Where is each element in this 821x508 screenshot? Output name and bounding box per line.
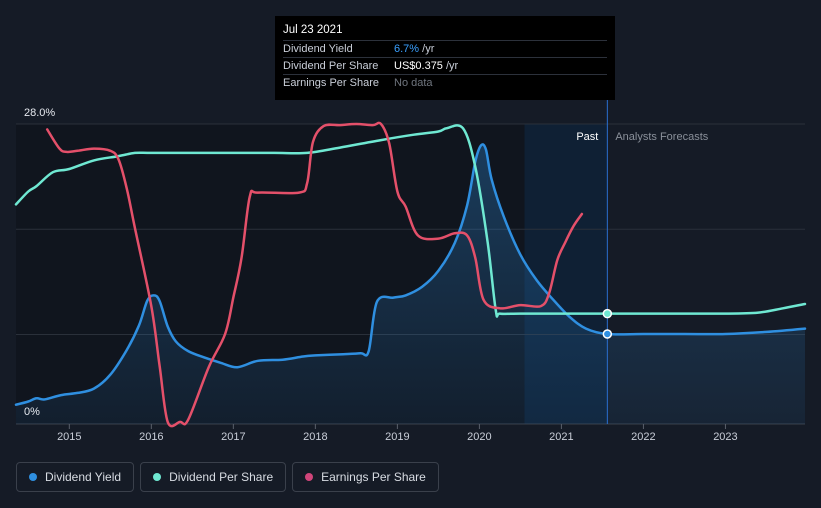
x-tick-label: 2017 (221, 431, 245, 443)
legend-label: Earnings Per Share (321, 470, 426, 484)
tooltip-row-dividend-yield: Dividend Yield 6.7% /yr (283, 40, 607, 57)
legend-label: Dividend Per Share (169, 470, 274, 484)
y-axis-min-label: 0% (24, 406, 40, 418)
tooltip-value: 6.7% (394, 43, 420, 55)
tooltip-value: US$0.375 (394, 60, 443, 72)
x-tick-label: 2021 (549, 431, 573, 443)
hover-marker (602, 308, 613, 319)
tooltip-label: Dividend Yield (283, 43, 353, 55)
x-tick-label: 2023 (713, 431, 737, 443)
forecast-region-label: Analysts Forecasts (615, 131, 708, 143)
legend-dot-icon (29, 473, 37, 481)
tooltip-value: No data (394, 77, 433, 89)
x-tick-label: 2015 (57, 431, 81, 443)
hover-tooltip: Jul 23 2021 Dividend Yield 6.7% /yr Divi… (275, 16, 615, 100)
legend-item-dividend-yield[interactable]: Dividend Yield (16, 462, 135, 492)
legend-item-earnings-per-share[interactable]: Earnings Per Share (292, 462, 439, 492)
x-tick-label: 2016 (139, 431, 163, 443)
dividend-per-share-line (14, 124, 807, 318)
x-axis-ticks: 2015 2016 2017 2018 2019 2020 2021 2022 2023 (57, 424, 738, 443)
x-tick-label: 2019 (385, 431, 409, 443)
tooltip-row-earnings-per-share: Earnings Per Share No data (283, 74, 607, 91)
legend-label: Dividend Yield (45, 470, 122, 484)
hover-marker (602, 329, 613, 339)
legend-item-dividend-per-share[interactable]: Dividend Per Share (140, 462, 287, 492)
tooltip-date: Jul 23 2021 (283, 24, 343, 36)
tooltip-unit: /yr (442, 60, 459, 72)
dividend-yield-line (14, 143, 807, 406)
earnings-per-share-line (45, 121, 584, 428)
tooltip-unit: /yr (419, 43, 435, 55)
x-tick-label: 2020 (467, 431, 491, 443)
tooltip-label: Dividend Per Share (283, 60, 379, 72)
tooltip-row-dividend-per-share: Dividend Per Share US$0.375 /yr (283, 57, 607, 74)
legend: Dividend Yield Dividend Per Share Earnin… (16, 462, 439, 492)
y-axis-max-label: 28.0% (24, 107, 55, 119)
past-region-label: Past (576, 131, 598, 143)
legend-dot-icon (153, 473, 162, 481)
x-tick-label: 2018 (303, 431, 327, 443)
tooltip-label: Earnings Per Share (283, 77, 379, 89)
x-tick-label: 2022 (631, 431, 655, 443)
legend-dot-icon (305, 473, 314, 481)
